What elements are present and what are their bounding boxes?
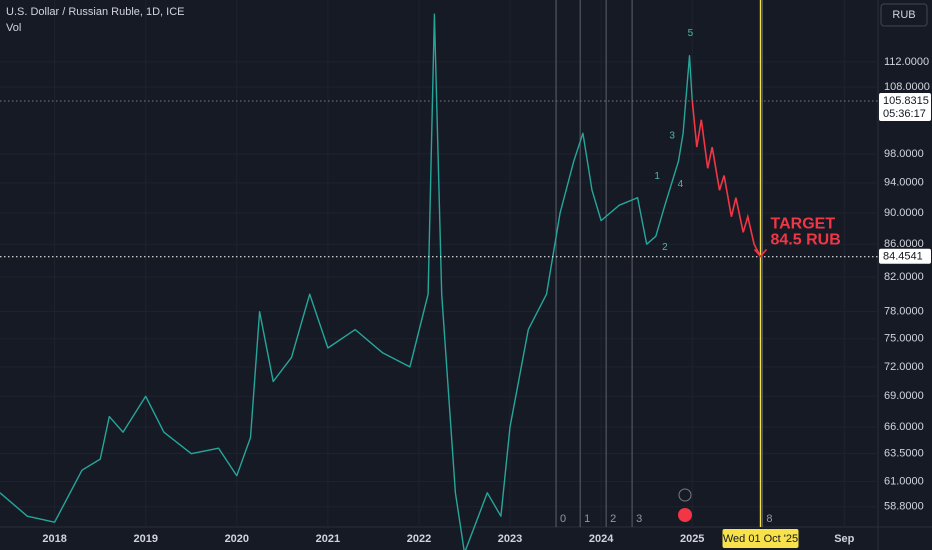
y-tick-label: 112.0000 — [884, 56, 929, 68]
event-icon[interactable] — [678, 508, 692, 522]
y-tick-label: 69.0000 — [884, 390, 924, 402]
wave-label: 1 — [654, 171, 660, 182]
x-tick-label: 2019 — [133, 533, 157, 545]
y-tick-label: 61.0000 — [884, 475, 924, 487]
y-tick-label: 90.0000 — [884, 207, 924, 219]
x-tick-label: 2018 — [42, 533, 66, 545]
time-line-label: 2 — [610, 513, 616, 525]
x-tick-label: Sep — [834, 533, 854, 545]
target-arrow — [753, 248, 768, 258]
y-tick-label: 86.0000 — [884, 238, 924, 250]
wave-label: 4 — [678, 179, 684, 190]
chart-title: U.S. Dollar / Russian Ruble, 1D, ICE — [6, 6, 185, 18]
time-line-label: 3 — [636, 513, 642, 525]
cursor-label: Wed 01 Oct '25 — [723, 533, 798, 545]
plot-layer: 0 1 2 3 8 5 3 1 4 2 — [0, 0, 772, 550]
cursor-tag — [722, 529, 799, 548]
price-level-label: 105.8315 — [883, 95, 929, 107]
wave-label: 3 — [669, 131, 675, 142]
chart-subtitle: Vol — [6, 22, 21, 34]
time-line-label: 8 — [766, 513, 772, 525]
event-icon[interactable] — [678, 488, 692, 502]
projection-line — [691, 99, 762, 257]
y-tick-label: 108.0000 — [884, 81, 930, 93]
x-tick-label: 2022 — [407, 533, 431, 545]
y-tick-label: 66.0000 — [884, 421, 924, 433]
x-tick-label: 2024 — [589, 533, 614, 545]
y-tick-label: 58.8000 — [884, 501, 924, 513]
x-tick-label: 2025 — [680, 533, 704, 545]
y-tick-label: 63.5000 — [884, 448, 924, 460]
target-annotation: TARGET — [771, 216, 836, 233]
y-tick-label: 82.0000 — [884, 271, 924, 283]
y-tick-label: 98.0000 — [884, 148, 924, 160]
y-tick-label: 94.0000 — [884, 177, 924, 189]
y-tick-label: 75.0000 — [884, 333, 924, 345]
y-tick-label: 78.0000 — [884, 306, 924, 318]
price-line — [0, 13, 693, 550]
wave-label: 5 — [688, 28, 694, 39]
target-annotation: 84.5 RUB — [771, 232, 841, 249]
currency-button[interactable] — [880, 3, 928, 27]
time-line-label: 1 — [584, 513, 590, 525]
price-level-timer: 05:36:17 — [883, 108, 926, 120]
price-level-label: 84.4541 — [883, 251, 923, 263]
currency-button-label[interactable]: RUB — [892, 9, 915, 21]
price-level-tag — [879, 248, 931, 264]
x-tick-label: 2020 — [225, 533, 249, 545]
price-level-tag — [879, 92, 931, 121]
y-tick-label: 72.0000 — [884, 361, 924, 373]
wave-label: 2 — [662, 242, 668, 253]
x-tick-label: 2021 — [316, 533, 340, 545]
time-line-label: 0 — [560, 513, 566, 525]
x-tick-label: 2023 — [498, 533, 522, 545]
